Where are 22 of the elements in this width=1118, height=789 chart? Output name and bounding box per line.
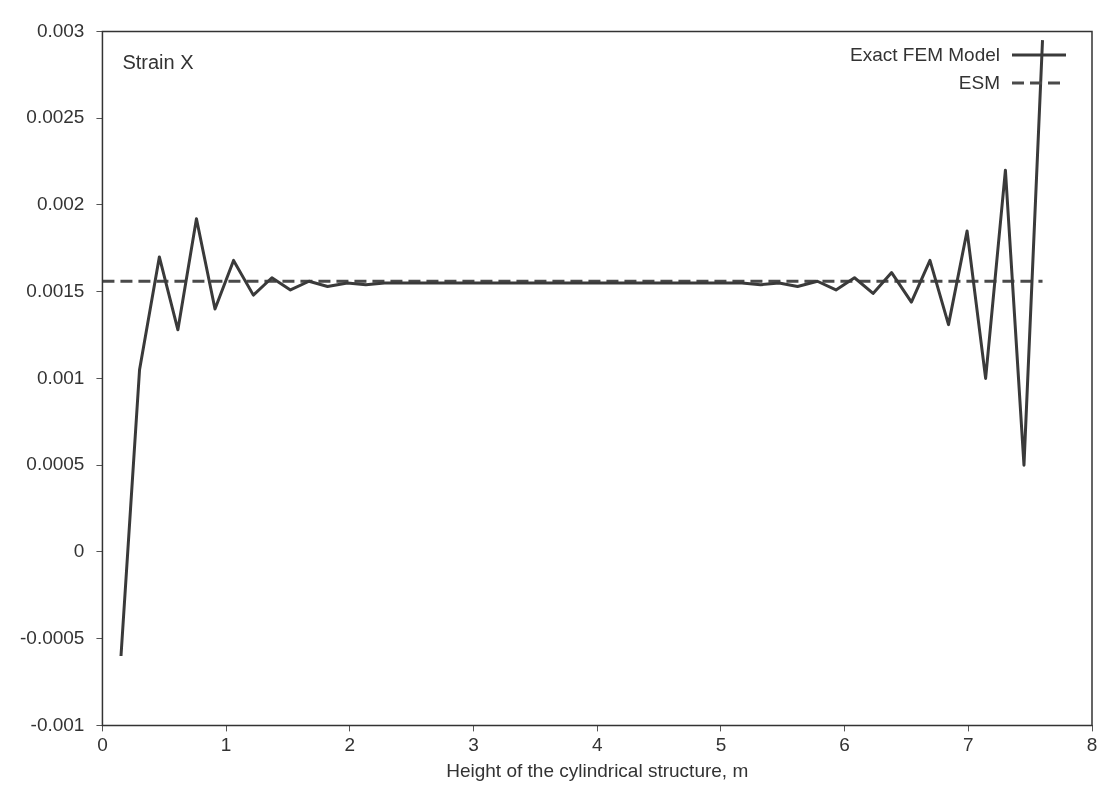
x-tick-label: 3: [468, 734, 479, 756]
y-tick-label: 0.0025: [26, 106, 85, 128]
y-tick-label: 0.0005: [26, 453, 85, 475]
y-tick-label: -0.0005: [19, 626, 85, 648]
x-tick-label: 4: [591, 734, 603, 756]
x-tick-label: 1: [220, 734, 232, 756]
y-tick-label: 0.0015: [26, 279, 85, 301]
legend-label: ESM: [958, 72, 1000, 94]
x-tick-label: 8: [1086, 734, 1098, 756]
x-tick-label: 6: [839, 734, 850, 756]
y-tick-label: -0.001: [30, 713, 85, 735]
x-tick-label: 7: [963, 734, 974, 756]
y-tick-label: 0.001: [36, 366, 85, 388]
annotation: Strain X: [122, 50, 194, 73]
x-tick-label: 5: [715, 734, 727, 756]
y-tick-label: 0: [73, 540, 85, 562]
legend-label: Exact FEM Model: [850, 44, 1000, 66]
x-tick-label: 0: [97, 734, 108, 756]
y-tick-label: 0.002: [36, 193, 85, 215]
y-tick-label: 0.003: [36, 19, 85, 41]
x-tick-label: 2: [344, 734, 356, 756]
x-axis-title: Height of the cylindrical structure, m: [446, 759, 749, 781]
